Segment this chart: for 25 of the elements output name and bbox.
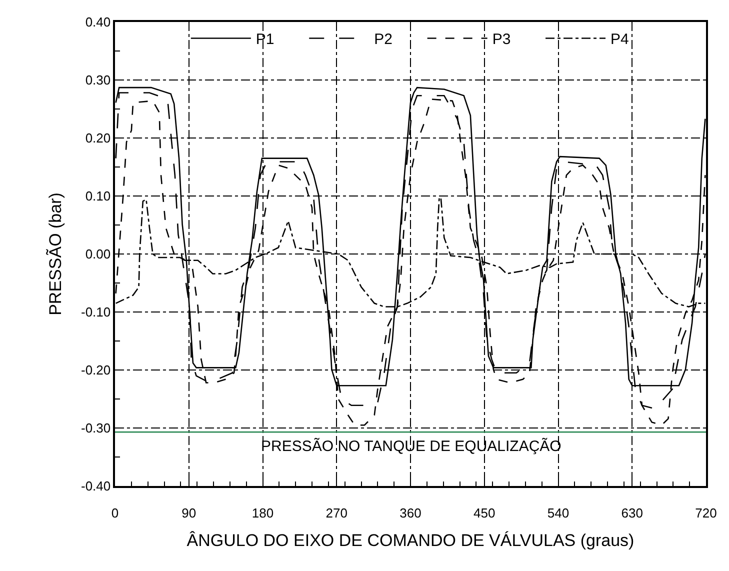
x-tick-label: 90 xyxy=(182,505,196,520)
y-tick-label: -0.20 xyxy=(81,362,111,378)
ref-line-label: PRESSÃO NO TANQUE DE EQUALIZAÇÃO xyxy=(261,437,562,455)
x-tick-label: 270 xyxy=(326,505,348,520)
y-tick-label: 0.40 xyxy=(85,14,111,30)
y-tick-label: 0.00 xyxy=(85,246,111,262)
x-tick-label: 450 xyxy=(474,505,496,520)
legend-label: P1 xyxy=(256,31,274,48)
legend-label: P4 xyxy=(610,31,629,48)
legend-label: P2 xyxy=(374,31,392,48)
x-tick-label: 720 xyxy=(695,505,717,520)
y-tick-label: 0.30 xyxy=(85,72,111,88)
y-tick-label: -0.40 xyxy=(81,478,111,494)
x-tick-label: 0 xyxy=(111,505,119,520)
legend-label: P3 xyxy=(492,31,511,48)
y-tick-label: 0.20 xyxy=(85,130,111,146)
x-tick-label: 180 xyxy=(252,505,274,520)
x-tick-label: 540 xyxy=(547,505,570,520)
y-axis-title: PRESSÃO (bar) xyxy=(46,192,66,316)
x-axis-title: ÂNGULO DO EIXO DE COMANDO DE VÁLVULAS (graus) xyxy=(186,531,634,550)
x-tick-label: 360 xyxy=(400,505,422,520)
y-tick-label: -0.30 xyxy=(81,420,111,436)
y-tick-label: -0.10 xyxy=(81,304,111,320)
y-tick-label: 0.10 xyxy=(85,188,111,204)
x-tick-label: 630 xyxy=(621,505,643,520)
